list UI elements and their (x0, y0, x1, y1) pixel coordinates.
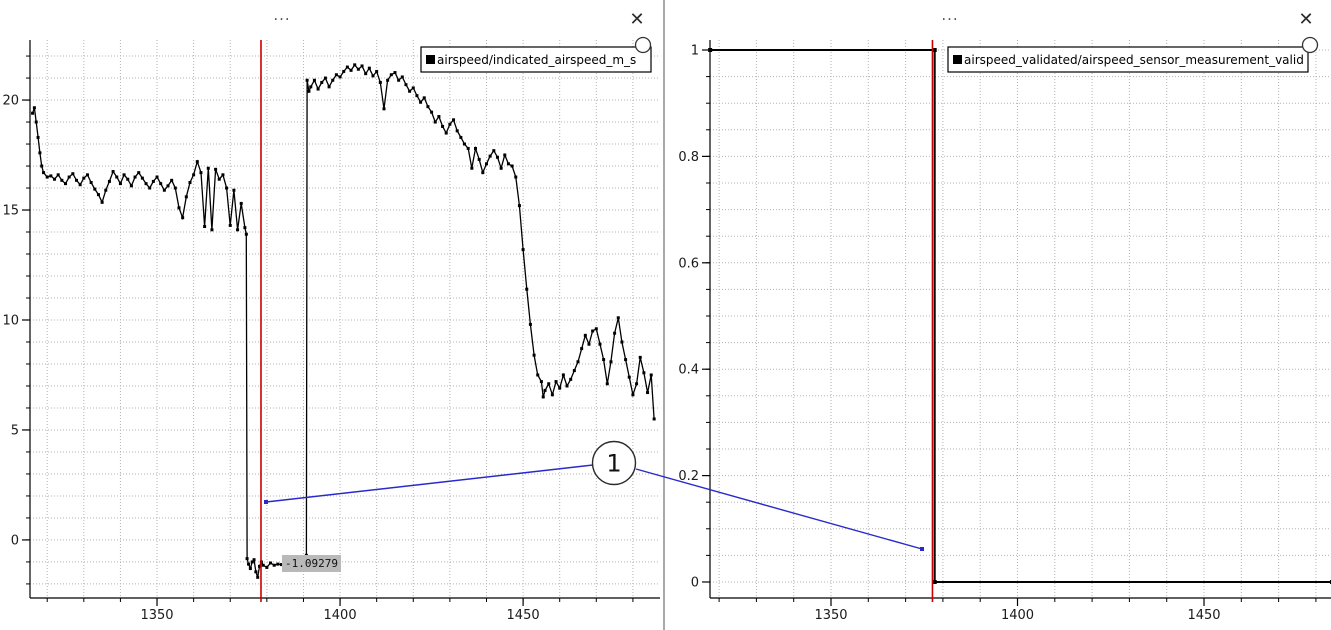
legend-label: airspeed/indicated_airspeed_m_s (437, 53, 636, 67)
y-tick-label: 0 (11, 533, 19, 548)
y-tick-label: 5 (11, 423, 19, 438)
y-tick-label: 15 (2, 204, 19, 219)
x-tick-label: 1450 (1187, 608, 1220, 623)
cursor-value-tooltip: -1.09279 (282, 555, 341, 572)
x-tick-label: 1450 (507, 608, 540, 623)
corner-circle-icon[interactable] (1301, 36, 1319, 54)
series-curve (708, 48, 1331, 584)
legend-box[interactable]: airspeed_validated/airspeed_sensor_measu… (947, 46, 1309, 73)
legend-label: airspeed_validated/airspeed_sensor_measu… (964, 53, 1304, 67)
series-curve (31, 63, 656, 579)
chart-canvas-measurement-valid[interactable]: 1350 1400 1450 0 0.2 0.4 0.6 0.8 1 airspeed_valid… (665, 0, 1331, 630)
axes: 1350 1400 1450 0 5 10 15 20 (2, 40, 660, 623)
corner-circle-icon[interactable] (634, 36, 652, 54)
y-tick-label: 0.6 (678, 256, 699, 271)
axes: 1350 1400 1450 0 0.2 0.4 0.6 0.8 1 (678, 40, 1331, 623)
y-tick-label: 20 (2, 94, 19, 109)
chart-canvas-indicated-airspeed[interactable]: 1350 1400 1450 0 5 10 15 20 airspeed/indicated_a… (0, 0, 662, 630)
panel-menu-button[interactable]: ... (941, 6, 959, 24)
y-tick-label: 10 (2, 313, 19, 328)
plot-panel-right: 1350 1400 1450 0 0.2 0.4 0.6 0.8 1 airspeed_valid… (663, 0, 1331, 630)
panel-close-button[interactable]: ✕ (629, 9, 645, 30)
y-tick-label: 0.4 (678, 363, 699, 378)
x-tick-label: 1400 (1001, 608, 1034, 623)
x-tick-label: 1350 (140, 608, 173, 623)
panel-close-button[interactable]: ✕ (1298, 9, 1314, 30)
grid-lines (710, 40, 1331, 598)
grid-lines (30, 40, 660, 598)
panel-menu-button[interactable]: ... (273, 6, 291, 24)
legend-swatch-icon (953, 55, 962, 64)
y-tick-label: 0.8 (678, 150, 699, 165)
x-tick-label: 1350 (814, 608, 847, 623)
x-tick-label: 1400 (324, 608, 357, 623)
y-tick-label: 0 (691, 575, 699, 590)
legend-box[interactable]: airspeed/indicated_airspeed_m_s (420, 46, 652, 73)
y-tick-label: 1 (691, 44, 699, 59)
y-tick-label: 0.2 (678, 469, 699, 484)
legend-swatch-icon (426, 55, 435, 64)
plot-panel-left: 1350 1400 1450 0 5 10 15 20 airspeed/indicated_a… (0, 0, 662, 630)
